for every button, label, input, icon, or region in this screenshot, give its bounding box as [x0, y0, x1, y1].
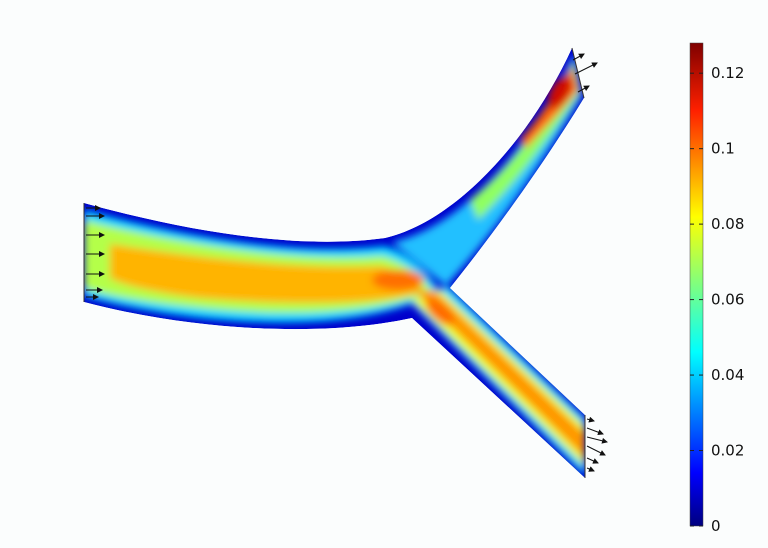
- velocity-arrow-icon: [586, 436, 608, 444]
- lower-branch-jet: [416, 290, 585, 458]
- upper-outlet-hotspot: [548, 75, 572, 109]
- colorbar-tick-label: 0.02: [711, 442, 744, 460]
- colorbar-tick-label: 0.06: [711, 291, 744, 309]
- upper-branch-core: [470, 60, 580, 220]
- colorbar-ticks: 0 0.02 0.04 0.06 0.08 0.1 0.12: [690, 64, 744, 535]
- velocity-arrow-icon: [586, 427, 604, 436]
- velocity-arrow-icon: [586, 416, 595, 423]
- colorbar-tick-label: 0.08: [711, 215, 744, 233]
- velocity-arrow-icon: [586, 466, 595, 472]
- colorbar-tick-label: 0: [711, 517, 721, 535]
- main-channel-jet: [110, 244, 424, 303]
- velocity-arrow-icon: [577, 85, 590, 93]
- velocity-arrow-icon: [572, 53, 585, 61]
- lower-outlet-velocity-arrows: [586, 416, 608, 472]
- inlet-velocity-arrows: [86, 205, 105, 300]
- upper-outlet-velocity-arrows: [572, 53, 598, 93]
- colorbar-tick-label: 0.12: [711, 64, 744, 82]
- colorbar-gradient: [689, 42, 704, 527]
- junction-hotspot: [372, 270, 424, 290]
- channel-field: [84, 48, 585, 478]
- lower-branch-hotspot: [425, 298, 455, 326]
- velocity-arrow-icon: [574, 62, 598, 75]
- colorbar-tick-label: 0.04: [711, 366, 744, 384]
- velocity-arrow-icon: [586, 457, 599, 464]
- colorbar: 0 0.02 0.04 0.06 0.08 0.1 0.12: [689, 42, 744, 535]
- velocity-arrow-icon: [586, 445, 606, 456]
- upper-branch-cyan-band: [392, 54, 582, 286]
- colorbar-tick-label: 0.1: [711, 140, 735, 158]
- lower-branch-core: [412, 290, 585, 466]
